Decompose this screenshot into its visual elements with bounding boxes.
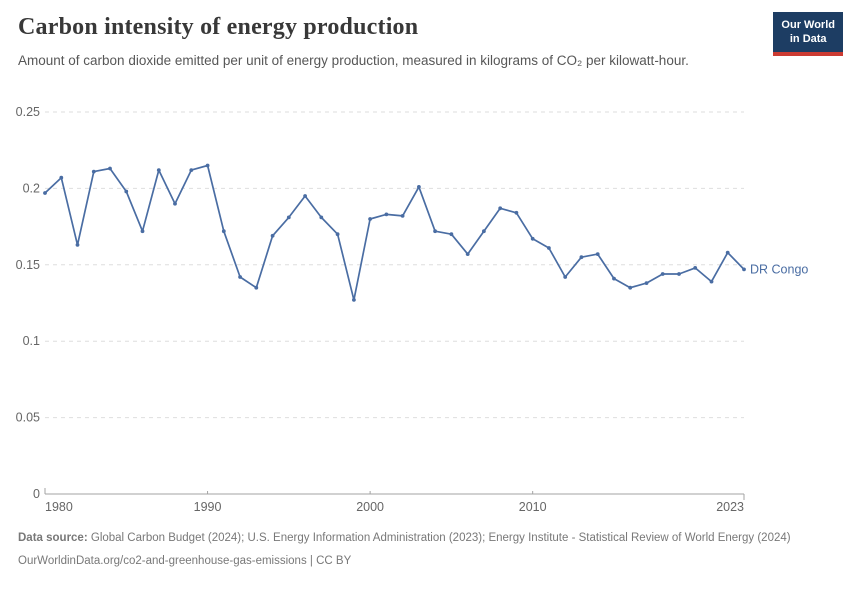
data-point[interactable]: [417, 185, 421, 189]
series-end-label[interactable]: DR Congo: [750, 262, 808, 276]
owid-logo[interactable]: Our World in Data: [773, 12, 843, 56]
data-point[interactable]: [221, 229, 226, 234]
x-axis-tick-label: 1990: [194, 500, 222, 514]
data-point[interactable]: [465, 252, 470, 256]
x-axis-tick-label: 2000: [356, 500, 384, 514]
y-axis-tick-label: 0.2: [23, 181, 40, 195]
x-axis-tick-label: 2010: [519, 500, 547, 514]
data-point[interactable]: [547, 246, 551, 250]
data-point[interactable]: [433, 229, 437, 234]
data-point[interactable]: [595, 252, 600, 256]
data-source-label: Data source:: [18, 532, 88, 544]
data-point[interactable]: [270, 233, 275, 238]
data-source-text: Global Carbon Budget (2024); U.S. Energy…: [90, 532, 791, 544]
footer-url-link[interactable]: OurWorldinData.org/co2-and-greenhouse-ga…: [18, 554, 307, 567]
data-point[interactable]: [335, 232, 340, 237]
data-point[interactable]: [319, 215, 324, 220]
chart-footer: Data source: Global Carbon Budget (2024)…: [18, 530, 818, 569]
data-point[interactable]: [725, 250, 730, 255]
data-point[interactable]: [124, 189, 129, 194]
data-point[interactable]: [530, 236, 535, 241]
y-axis-tick-label: 0.25: [16, 105, 40, 119]
data-point[interactable]: [612, 276, 616, 281]
footer-separator: |: [309, 554, 313, 567]
data-point[interactable]: [742, 267, 746, 272]
data-point[interactable]: [156, 168, 161, 173]
data-point[interactable]: [400, 214, 405, 218]
data-point[interactable]: [75, 243, 80, 247]
data-point[interactable]: [563, 275, 568, 279]
data-point[interactable]: [352, 298, 356, 302]
data-point[interactable]: [254, 285, 259, 290]
data-point[interactable]: [173, 201, 177, 206]
data-point[interactable]: [677, 272, 681, 276]
y-axis-tick-label: 0.1: [23, 334, 40, 348]
x-axis-tick-label: 1980: [45, 500, 73, 514]
x-axis-tick-label: 2023: [716, 500, 744, 514]
owid-logo-line1: Our World: [781, 19, 835, 31]
data-point[interactable]: [238, 275, 243, 279]
data-point[interactable]: [43, 191, 47, 195]
y-axis-tick-label: 0.15: [16, 258, 40, 272]
data-point[interactable]: [368, 217, 372, 221]
chart-subtitle: Amount of carbon dioxide emitted per uni…: [18, 53, 689, 68]
data-point[interactable]: [59, 175, 64, 180]
data-point[interactable]: [205, 163, 210, 168]
data-point[interactable]: [189, 168, 194, 173]
data-point[interactable]: [108, 166, 112, 171]
chart-title: Carbon intensity of energy production: [18, 14, 419, 40]
series-line[interactable]: [44, 164, 745, 301]
data-point[interactable]: [628, 285, 633, 290]
owid-logo-line2: in Data: [789, 32, 827, 45]
y-axis-tick-label: 0: [33, 487, 40, 501]
license-line: OurWorldinData.org/co2-and-greenhouse-ga…: [18, 553, 818, 570]
footer-license: CC BY: [316, 554, 352, 567]
data-point[interactable]: [579, 255, 584, 260]
data-source-line: Data source: Global Carbon Budget (2024)…: [18, 530, 818, 547]
data-point[interactable]: [644, 281, 649, 285]
data-point[interactable]: [449, 232, 454, 237]
data-point[interactable]: [140, 229, 145, 234]
data-point[interactable]: [514, 210, 519, 215]
data-point[interactable]: [91, 169, 96, 174]
data-point[interactable]: [693, 266, 698, 270]
y-axis-tick-label: 0.05: [16, 411, 40, 425]
data-point[interactable]: [384, 212, 389, 217]
data-point[interactable]: [660, 272, 665, 276]
data-point[interactable]: [498, 206, 503, 211]
data-point[interactable]: [482, 229, 486, 234]
data-point[interactable]: [286, 215, 291, 220]
data-point[interactable]: [303, 194, 307, 198]
data-point[interactable]: [709, 279, 714, 284]
